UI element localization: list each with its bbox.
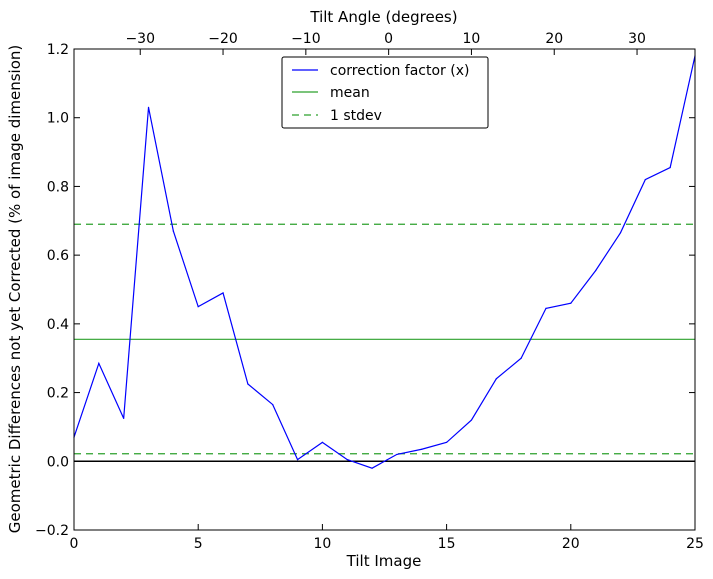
data-point: [296, 458, 299, 461]
y-tick-label: 0.4: [47, 317, 69, 333]
y-tick-label: 0.8: [47, 179, 69, 195]
x-tick-label: 20: [562, 536, 580, 552]
data-point: [272, 403, 274, 406]
top-x-axis-title: Tilt Angle (degrees): [309, 8, 457, 26]
data-point: [321, 441, 323, 443]
data-point: [446, 441, 448, 443]
legend-label: correction factor (x): [330, 63, 469, 79]
data-point: [247, 383, 249, 385]
x-tick-label: 0: [70, 536, 79, 552]
data-point: [147, 106, 150, 109]
data-point: [98, 362, 100, 364]
data-point: [470, 419, 473, 421]
data-point: [570, 302, 572, 304]
y-tick-label: 0.0: [47, 454, 69, 470]
y-tick-label: 1.2: [47, 42, 69, 58]
data-point: [197, 306, 199, 308]
data-point: [123, 417, 125, 419]
data-point: [545, 307, 547, 309]
data-point: [421, 448, 423, 450]
top-x-tick-label: 30: [628, 31, 646, 47]
x-tick-label: 15: [438, 536, 456, 552]
y-tick-label: 0.6: [47, 248, 69, 264]
data-point: [222, 292, 224, 294]
data-point: [520, 357, 522, 359]
data-point: [371, 467, 373, 469]
data-point: [595, 270, 597, 272]
top-x-tick-label: −10: [291, 31, 321, 47]
plot-frame: [73, 48, 696, 531]
data-point: [619, 232, 622, 234]
x-tick-label: 25: [686, 536, 704, 552]
top-x-tick-label: −30: [125, 31, 155, 47]
x-tick-label: 5: [194, 536, 203, 552]
y-tick-label: 1.0: [47, 111, 69, 127]
x-tick-label: 10: [313, 536, 331, 552]
data-point: [495, 378, 497, 380]
legend-label: 1 stdev: [330, 108, 382, 124]
data-point: [669, 166, 671, 169]
x-axis-title: Tilt Image: [346, 552, 422, 570]
y-tick-label: 0.2: [47, 386, 69, 402]
ticks: 0 5 10 15 20 25 −0.2 0.0 0.2 0.4 0.6 0.8 1.0 1.2 −30 −2…: [35, 31, 704, 552]
data-point: [346, 458, 348, 461]
top-x-tick-label: 10: [463, 31, 481, 47]
series-line-0: [73, 55, 696, 469]
y-axis-title: Geometric Differences not yet Corrected …: [6, 45, 24, 534]
top-x-tick-label: −20: [208, 31, 238, 47]
legend: correction factor (x) mean 1 stdev: [281, 56, 489, 129]
data-point: [172, 230, 174, 232]
plot-content: [73, 55, 696, 469]
legend-box: [281, 56, 489, 129]
data-point: [644, 178, 646, 181]
top-x-tick-label: 20: [545, 31, 563, 47]
top-x-tick-label: 0: [384, 31, 393, 47]
data-point: [396, 453, 398, 456]
y-tick-label: −0.2: [35, 523, 69, 539]
legend-label: mean: [330, 85, 370, 101]
